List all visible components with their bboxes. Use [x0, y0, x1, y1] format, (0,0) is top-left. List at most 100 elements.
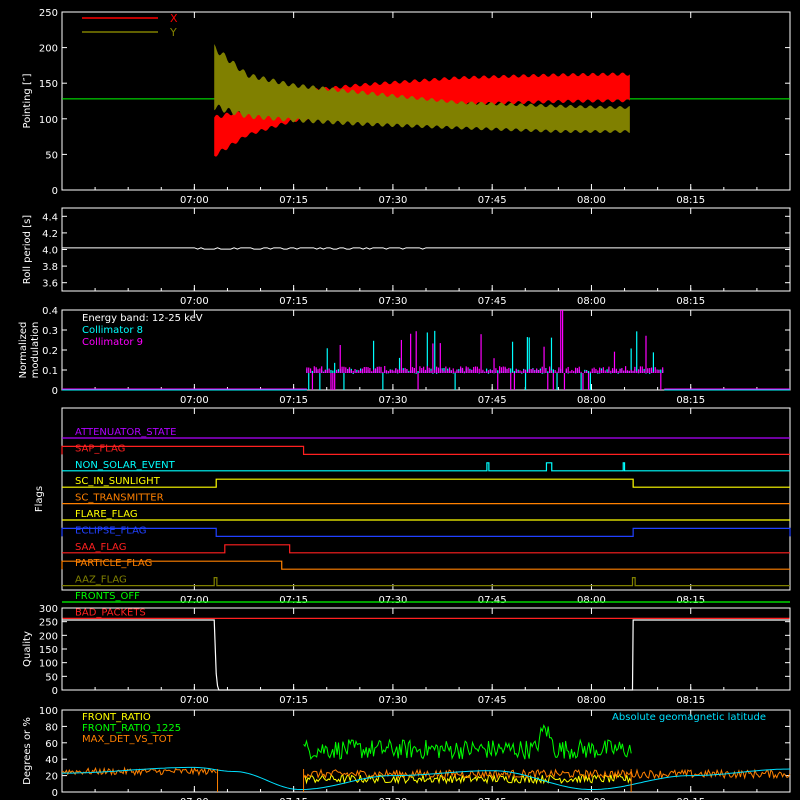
legend-label: Collimator 9	[82, 337, 143, 348]
x-tick-label: 08:00	[577, 296, 606, 307]
x-tick-label: 07:00	[180, 296, 209, 307]
y-tick-label: 200	[39, 44, 58, 55]
y-tick-label: 0	[52, 686, 58, 697]
y-tick-label: 4.4	[42, 212, 58, 223]
x-tick-label: 08:15	[676, 595, 705, 606]
legend-label: FRONT_RATIO_1225	[82, 723, 181, 734]
flag-label: ECLIPSE_FLAG	[75, 525, 146, 536]
y-tick-label: 20	[45, 772, 58, 783]
x-tick-label: 08:00	[577, 195, 606, 206]
x-tick-label: 07:15	[279, 797, 308, 800]
flag-trace	[62, 478, 790, 488]
legend-label: X	[170, 12, 178, 25]
front-ratio-1225-line	[303, 723, 632, 760]
x-tick-label: 08:15	[676, 395, 705, 406]
flag-trace	[61, 445, 790, 455]
legend-label: MAX_DET_VS_TOT	[82, 734, 174, 745]
y-tick-label: 3.6	[42, 279, 58, 290]
y-axis-label: Quality	[22, 631, 33, 667]
y-tick-label: 60	[45, 739, 58, 750]
y-axis-label: Flags	[34, 486, 45, 512]
x-tick-label: 07:45	[478, 695, 507, 706]
flag-trace	[62, 576, 790, 587]
x-tick-label: 08:15	[676, 195, 705, 206]
x-tick-label: 08:15	[676, 797, 705, 800]
y-axis-label: Normalized	[18, 322, 29, 379]
y-tick-label: 0.3	[42, 326, 58, 337]
y-tick-label: 250	[39, 8, 58, 19]
annotation-label: Absolute geomagnetic latitude	[612, 712, 766, 723]
series-band-y	[214, 44, 630, 134]
y-tick-label: 80	[45, 722, 58, 733]
flag-label: SAA_FLAG	[75, 542, 126, 553]
x-tick-label: 08:00	[577, 797, 606, 800]
flag-label: FRONTS_OFF	[75, 591, 140, 602]
y-tick-label: 150	[39, 79, 58, 90]
y-tick-label: 100	[39, 659, 58, 670]
x-tick-label: 07:00	[180, 395, 209, 406]
x-tick-label: 07:45	[478, 595, 507, 606]
y-tick-label: 40	[45, 755, 58, 766]
x-tick-label: 07:15	[279, 595, 308, 606]
x-tick-label: 07:00	[180, 195, 209, 206]
flag-trace	[61, 560, 790, 570]
y-tick-label: 150	[39, 645, 58, 656]
y-axis-label: Roll period [s]	[22, 215, 33, 284]
flag-label: SC_IN_SUNLIGHT	[75, 476, 161, 487]
x-tick-label: 07:00	[180, 595, 209, 606]
flag-label: SC_TRANSMITTER	[75, 493, 164, 504]
x-tick-label: 08:00	[577, 395, 606, 406]
y-tick-label: 0	[52, 186, 58, 197]
y-tick-label: 200	[39, 631, 58, 642]
plot-frame	[61, 407, 791, 591]
y-tick-label: 50	[45, 150, 58, 161]
x-tick-label: 07:15	[279, 695, 308, 706]
max-det-vs-tot-line	[62, 766, 791, 780]
y-tick-label: 4.2	[42, 229, 58, 240]
roll-period-line	[62, 247, 790, 250]
front-ratio-line	[303, 773, 632, 785]
x-tick-label: 07:15	[279, 296, 308, 307]
panel-quality: 0 50 100 150 200 250 300 07:00 07:15 07:30 07:45 08…	[22, 604, 791, 706]
x-tick-label: 07:00	[180, 695, 209, 706]
y-tick-label: 0	[52, 788, 58, 799]
x-tick-label: 07:15	[279, 195, 308, 206]
x-tick-label: 07:45	[478, 195, 507, 206]
x-tick-label: 07:15	[279, 395, 308, 406]
y-tick-label: 250	[39, 618, 58, 629]
y-tick-label: 4.0	[42, 246, 58, 257]
x-tick-label: 07:30	[378, 695, 407, 706]
y-axis-label-line2: modulation	[30, 322, 41, 379]
panel-modulation: 0 0.1 0.2 0.3 0.4 07:00 07:15 07:30 07:45 08:00 08…	[18, 306, 791, 406]
y-axis-label: Degrees or %	[22, 717, 33, 785]
flag-label: ATTENUATOR_STATE	[75, 427, 176, 438]
energy-band-label: Energy band: 12-25 keV	[82, 313, 203, 324]
y-tick-label: 50	[45, 672, 58, 683]
panel-roll-period: 3.6 3.8 4.0 4.2 4.4 07:00 07:15 07:30 07:45 08:00…	[22, 207, 791, 307]
flag-label: NON_SOLAR_EVENT	[75, 460, 176, 471]
flag-label: PARTICLE_FLAG	[75, 558, 152, 569]
x-tick-label: 08:00	[577, 695, 606, 706]
x-tick-label: 08:15	[676, 296, 705, 307]
flag-label: SAP_FLAG	[75, 443, 125, 454]
x-tick-label: 07:30	[378, 595, 407, 606]
flag-trace	[62, 544, 790, 554]
x-tick-label: 07:45	[478, 395, 507, 406]
y-tick-label: 3.8	[42, 262, 58, 273]
y-tick-label: 0.1	[42, 366, 58, 377]
y-tick-label: 0.2	[42, 346, 58, 357]
x-tick-label: 07:30	[378, 195, 407, 206]
y-tick-label: 300	[39, 604, 58, 615]
geomagnetic-latitude-line	[62, 766, 791, 790]
panel-geomagnetic: 0 20 40 60 80 100 07:00 07:15 07:30 07:45 08:00 08:…	[22, 706, 791, 800]
flag-trace	[62, 462, 790, 472]
y-tick-label: 100	[39, 115, 58, 126]
panel-pointing: 0 50 100 150 200 250 07:00 07:15 07:30 07:45 08:00…	[22, 8, 791, 206]
quality-line	[62, 619, 790, 691]
y-tick-label: 0	[52, 386, 58, 397]
flag-label: AAZ_FLAG	[75, 575, 127, 586]
x-tick-label: 08:15	[676, 695, 705, 706]
flag-trace	[61, 527, 791, 538]
x-tick-label: 07:30	[378, 395, 407, 406]
x-tick-label: 07:00	[180, 797, 209, 800]
